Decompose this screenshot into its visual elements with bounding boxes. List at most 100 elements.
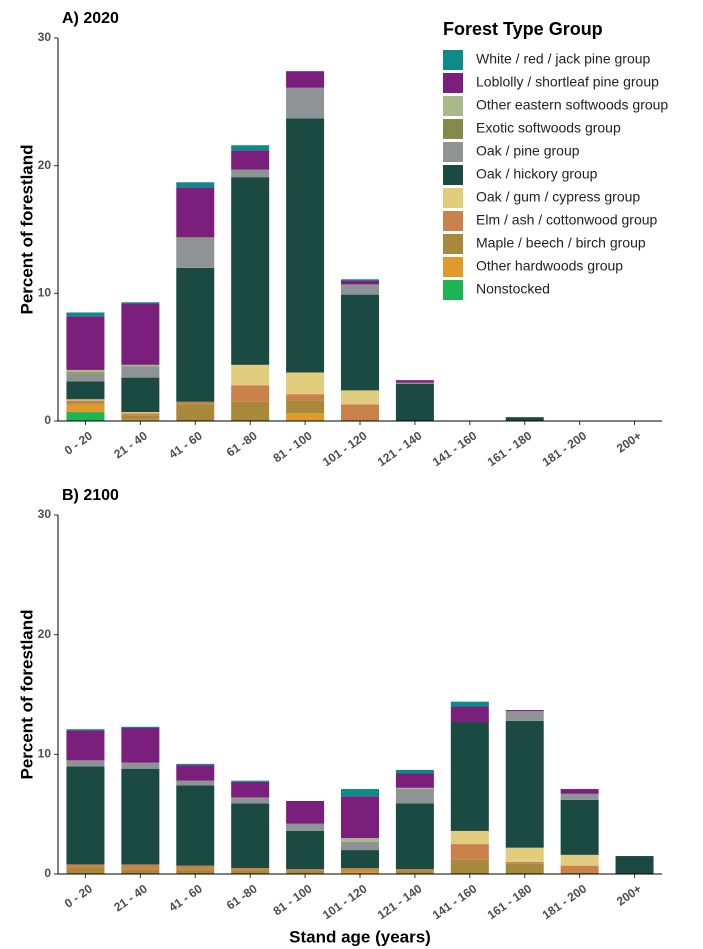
bar-segment: [121, 413, 160, 416]
x-tick-label: 141 - 160: [430, 428, 480, 469]
bar-segment: [231, 781, 270, 798]
bar-segment: [341, 871, 379, 874]
y-tick-label: 30: [38, 507, 52, 521]
bar-segment: [395, 380, 434, 383]
legend-label: Other eastern softwoods group: [476, 97, 668, 113]
bar-segment: [66, 729, 105, 731]
bar-segment: [121, 366, 160, 378]
bar-segment: [341, 284, 379, 295]
x-tick-label: 200+: [614, 429, 644, 456]
bar-segment: [505, 720, 544, 848]
y-tick-label: 30: [38, 30, 52, 44]
bar-segment: [66, 403, 105, 405]
bar-segment: [505, 710, 544, 712]
bar-segment: [121, 864, 160, 870]
bar-segment: [231, 145, 270, 151]
panel-title: B) 2100: [62, 487, 119, 504]
x-tick-label: 181 - 200: [540, 428, 590, 469]
bar-segment: [450, 701, 489, 707]
bar-segment: [286, 830, 325, 870]
legend-label: Oak / gum / cypress group: [476, 189, 640, 205]
bar-segment: [395, 803, 434, 870]
x-tick-label: 161 - 180: [485, 428, 535, 469]
legend-label: Nonstocked: [476, 281, 550, 297]
bar-segment: [560, 789, 599, 794]
legend-swatch: [443, 188, 463, 208]
x-tick-label: 21 - 40: [111, 881, 150, 914]
bar-segment: [341, 280, 379, 285]
bar-segment: [176, 267, 215, 402]
legend-label: Elm / ash / cottonwood group: [476, 212, 658, 228]
bar-segment: [341, 868, 379, 871]
bar-segment: [505, 847, 544, 863]
y-tick-label: 20: [38, 627, 52, 641]
y-tick-label: 0: [44, 866, 51, 880]
bar-segment: [505, 711, 544, 721]
x-tick-label: 101 - 120: [320, 881, 370, 922]
bar-segment: [505, 863, 544, 874]
bar-segment: [176, 763, 215, 766]
bar-segment: [560, 854, 599, 866]
legend-swatch: [443, 211, 463, 231]
y-axis-label: Percent of forestland: [17, 144, 36, 314]
legend-swatch: [443, 257, 463, 277]
x-tick-label: 81 - 100: [271, 428, 315, 465]
bar-segment: [176, 785, 215, 866]
bar-segment: [286, 823, 325, 831]
bar-segment: [121, 728, 160, 763]
bar-segment: [121, 364, 160, 367]
y-tick-label: 10: [38, 747, 52, 761]
bar-segment: [286, 801, 325, 824]
bar-segment: [176, 238, 215, 268]
bar-segment: [450, 722, 489, 831]
y-tick-label: 20: [38, 158, 52, 172]
bar-segment: [121, 726, 160, 729]
x-tick-label: 61 -80: [224, 428, 260, 459]
bar-segment: [341, 796, 379, 839]
legend-swatch: [443, 96, 463, 116]
x-tick-label: 0 - 20: [62, 881, 95, 910]
bar-segment: [286, 118, 325, 373]
bar-segment: [231, 780, 270, 782]
bar-segment: [286, 87, 325, 119]
legend-label: Other hardwoods group: [476, 258, 623, 274]
bar-segment: [341, 789, 379, 797]
bar-segment: [66, 730, 105, 761]
legend-swatch: [443, 165, 463, 185]
bar-segment: [121, 303, 160, 365]
bar-segment: [505, 417, 544, 421]
bar-segment: [450, 844, 489, 860]
bar-segment: [395, 789, 434, 804]
legend-label: White / red / jack pine group: [476, 51, 651, 67]
legend-title: Forest Type Group: [443, 19, 603, 39]
bar-segment: [176, 780, 215, 786]
bar-segment: [231, 177, 270, 365]
bar-segment: [121, 412, 160, 414]
x-tick-label: 0 - 20: [62, 428, 95, 457]
bar-segment: [395, 382, 434, 384]
x-tick-label: 121 - 140: [375, 428, 425, 469]
x-tick-label: 61 -80: [224, 881, 260, 912]
bar-segment: [395, 870, 434, 874]
bar-segment: [121, 302, 160, 304]
bar-segment: [176, 404, 215, 421]
bar-segment: [341, 390, 379, 405]
bar-segment: [66, 399, 105, 401]
bar-segment: [341, 838, 379, 842]
bar-segment: [66, 412, 105, 421]
bar-segment: [395, 383, 434, 421]
bar-segment: [66, 373, 105, 382]
bar-segment: [66, 381, 105, 400]
bar-segment: [231, 870, 270, 874]
legend-label: Exotic softwoods group: [476, 120, 621, 136]
x-tick-label: 141 - 160: [430, 881, 480, 922]
bar-segment: [121, 419, 160, 421]
bar-segment: [121, 415, 160, 420]
bar-segment: [560, 793, 599, 800]
legend-swatch: [443, 50, 463, 70]
bar-segment: [231, 868, 270, 871]
bar-segment: [66, 372, 105, 374]
bar-segment: [286, 869, 325, 871]
bar-segment: [231, 150, 270, 170]
bar-segment: [560, 865, 599, 874]
